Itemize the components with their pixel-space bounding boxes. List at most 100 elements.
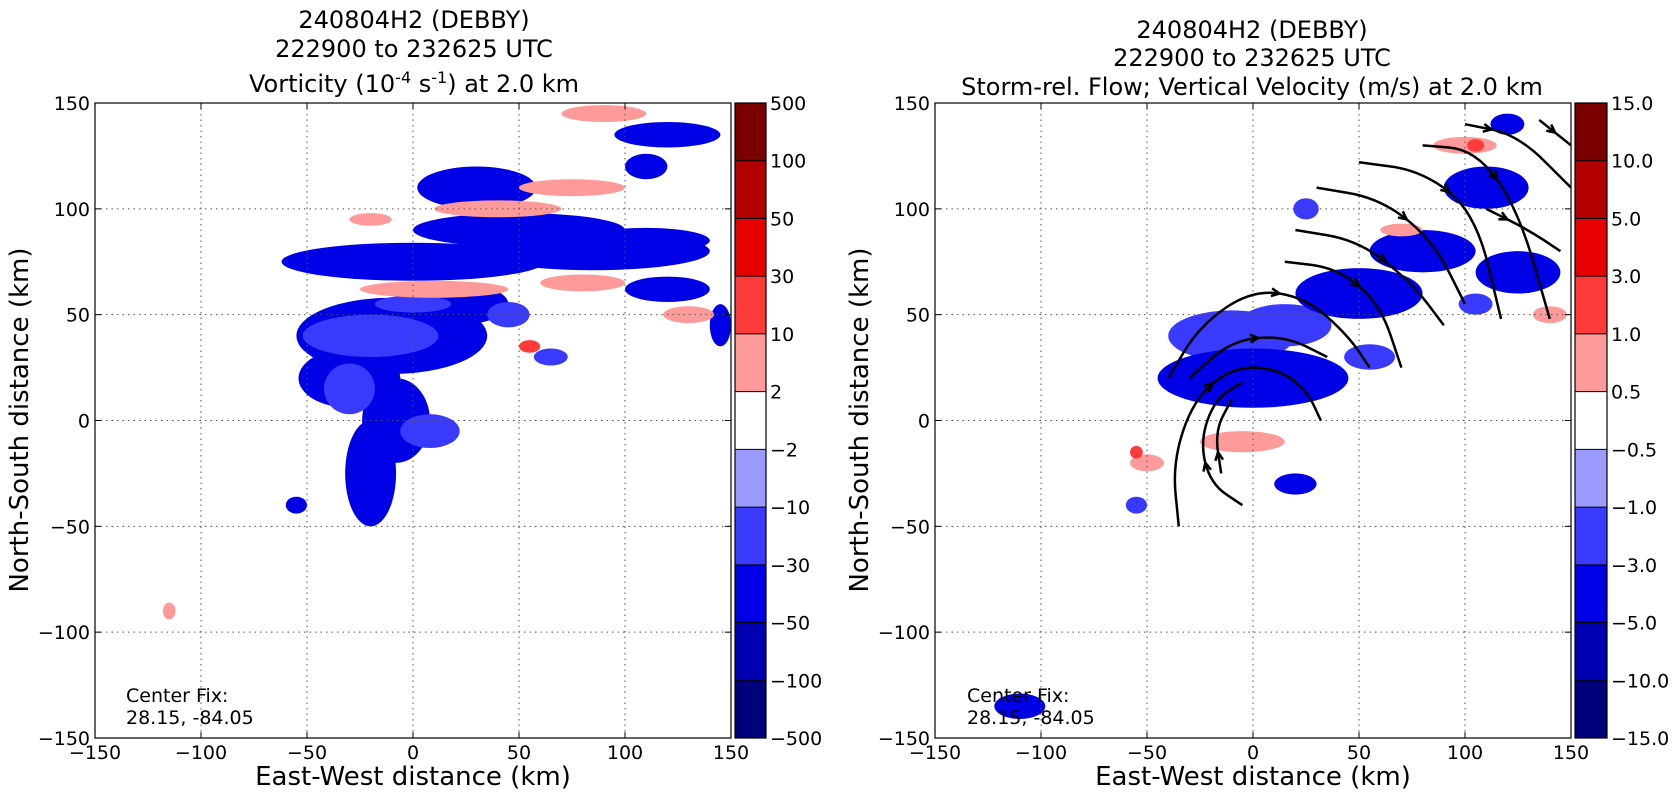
field-blob [360,280,509,298]
panel2-title-line2: 222900 to 232625 UTC [1113,44,1391,72]
colorbar-segment [1575,160,1607,219]
grid [95,103,731,738]
y-tick-label: 0 [78,411,90,433]
field-blob [1130,445,1143,459]
panel2-title-line3: Storm-rel. Flow; Vertical Velocity (m/s)… [961,73,1543,101]
streamline-arrow [1482,123,1495,133]
field-blob [1238,304,1332,347]
colorbar-segment [735,160,766,219]
panel1-centerfix-value: 28.15, -84.05 [126,707,254,729]
field-blob [625,276,710,302]
streamline-arrow [1349,277,1362,288]
colorbar-tick-label: −1.0 [1611,497,1657,519]
x-tick-label: −50 [1127,742,1167,764]
streamline-arrow [1546,123,1558,135]
x-tick-label: −100 [175,742,227,764]
panel2-title-line1: 240804H2 (DEBBY) [1136,16,1367,44]
x-tick-label: 150 [713,742,749,764]
colorbar-tick-label: −15.0 [1611,728,1669,750]
panel2-ylabel: North-South distance (km) [845,247,875,592]
field-blob [519,179,625,197]
field-blob [561,105,647,123]
x-tick-label: 0 [407,742,419,764]
panel2-colorbar: 15.0 10.0 5.0 3.0 1.0 0.5 −0.5 −1.0 −3.0 −5.0 −10.… [1574,93,1669,750]
panel2-centerfix-label: Center Fix: [967,685,1069,707]
streamline-arrow [1214,449,1225,462]
field-layer [162,105,731,620]
colorbar-segment [735,680,766,739]
field-blob [1200,431,1285,453]
colorbar-segment [1575,218,1607,277]
field-blob [663,306,715,324]
panel1-ylabel: North-South distance (km) [5,247,35,592]
streamline-arrow [1376,253,1388,264]
y-tick-label: 100 [894,199,930,221]
field-blob [1467,138,1485,152]
ticks: −150 −100 −50 0 50 100 150 −150 −100 −50 0 50 100 150 [878,93,1589,764]
field-blob [1274,473,1317,495]
streamline-arrow [1203,381,1215,393]
colorbar-segment [735,507,766,566]
field-blob [709,304,731,347]
colorbar-tick-label: 100 [770,151,806,173]
y-tick-label: −150 [38,728,90,750]
field-blob [1125,496,1147,514]
y-tick-label: 50 [66,305,90,327]
streamline [1173,366,1322,527]
colorbar-segment [1575,449,1607,508]
field-blob [1490,113,1525,135]
x-tick-label: 50 [507,742,531,764]
streamline-arrow [1249,333,1262,344]
colorbar-segment [1575,276,1607,335]
colorbar-tick-label: −100 [770,670,822,692]
streamline-arrow [1440,183,1452,194]
colorbar-tick-label: −30 [770,555,810,577]
y-tick-label: 100 [54,199,90,221]
field-blob [1458,293,1493,315]
x-tick-label: 100 [1447,742,1483,764]
panel2-plot-area: −150 −100 −50 0 50 100 150 −150 −100 −50 0 50 100 150 [878,93,1589,764]
colorbar-tick-label: −50 [770,613,810,635]
colorbar-segment [735,103,766,162]
field-blob [1293,198,1319,220]
colorbar-tick-label: 3.0 [1611,266,1641,288]
colorbar-tick-label: −2 [770,439,798,461]
ticks: −150 −100 −50 0 50 100 150 −150 −100 −50 0 50 100 150 [38,93,749,764]
field-blob [519,340,541,353]
colorbar-tick-label: 2 [770,382,782,404]
y-tick-label: −50 [890,516,930,538]
vorticity-panel: 240804H2 (DEBBY) 222900 to 232625 UTC Vo… [5,6,822,792]
colorbar-segment [735,218,766,277]
colorbar-tick-label: −5.0 [1611,613,1657,635]
colorbar-segment [1575,680,1607,739]
x-tick-label: −50 [287,742,327,764]
colorbar-tick-label: −3.0 [1611,555,1657,577]
field-blob [1443,166,1529,209]
colorbar-segment [735,276,766,335]
colorbar-tick-label: −10 [770,497,810,519]
field-blob [1295,268,1423,319]
panel1-centerfix-label: Center Fix: [126,685,228,707]
title-var-sup2: -1 [431,68,447,87]
panel1-title-line2: 222900 to 232625 UTC [275,35,553,63]
colorbar-segment [735,391,766,450]
y-tick-label: −50 [50,516,90,538]
y-tick-label: 150 [894,93,930,115]
colorbar-tick-label: 10 [770,324,794,346]
colorbar-tick-label: −500 [770,728,822,750]
colorbar-tick-label: −10.0 [1611,670,1669,692]
field-blob [1130,454,1164,472]
colorbar-tick-label: −0.5 [1611,439,1657,461]
panel1-colorbar: 500 100 50 30 10 2 −2 −10 −30 −50 −100 −500 [734,93,822,750]
field-blob [540,274,625,292]
streamline-arrow [1397,210,1409,222]
y-tick-label: −100 [38,622,90,644]
title-var-mid: s [411,70,431,98]
colorbar-tick-label: 500 [770,93,806,115]
title-var-post: ) at 2.0 km [447,70,579,98]
field-blob [625,153,668,180]
streamline-arrow [1202,460,1213,472]
streamlines [1167,118,1571,527]
x-tick-label: 150 [1553,742,1589,764]
colorbar-frame [1574,102,1608,739]
